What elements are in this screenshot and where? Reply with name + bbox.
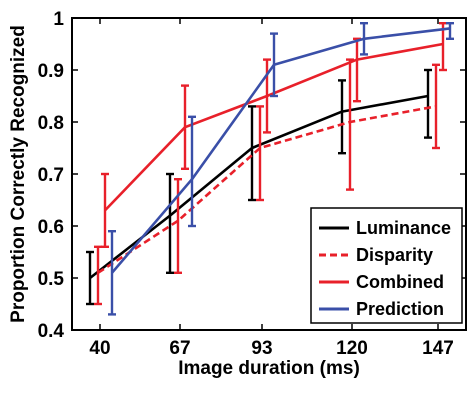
x-tick-label: 120 <box>336 338 368 359</box>
y-tick-label: 0.5 <box>38 269 65 290</box>
x-tick-label: 93 <box>251 338 272 359</box>
legend-label: Luminance <box>356 218 451 238</box>
legend: Luminance Disparity Combined Prediction <box>310 207 463 324</box>
y-tick-label: 0.9 <box>38 61 64 82</box>
legend-label: Disparity <box>356 245 433 265</box>
y-axis-label: Proportion Correctly Recognized <box>8 25 29 323</box>
y-tick-label: 0.7 <box>38 165 64 186</box>
legend-label: Combined <box>356 272 444 292</box>
legend-label: Prediction <box>356 299 444 319</box>
y-tick-label: 0.8 <box>38 113 64 134</box>
y-tick-label: 0.4 <box>38 321 65 342</box>
y-tick-label: 1 <box>53 9 64 30</box>
series-prediction <box>108 22 454 316</box>
x-tick-label: 147 <box>422 338 454 359</box>
x-axis-label: Image duration (ms) <box>178 358 360 379</box>
series-group <box>86 22 454 316</box>
x-tick-label: 40 <box>89 338 110 359</box>
series-combined <box>101 22 447 249</box>
y-tick-label: 0.6 <box>38 217 64 238</box>
x-tick-label: 67 <box>169 338 190 359</box>
axes: 0.4 0.5 0.6 0.7 0.8 0.9 1 40 67 93 120 147 <box>38 9 466 359</box>
